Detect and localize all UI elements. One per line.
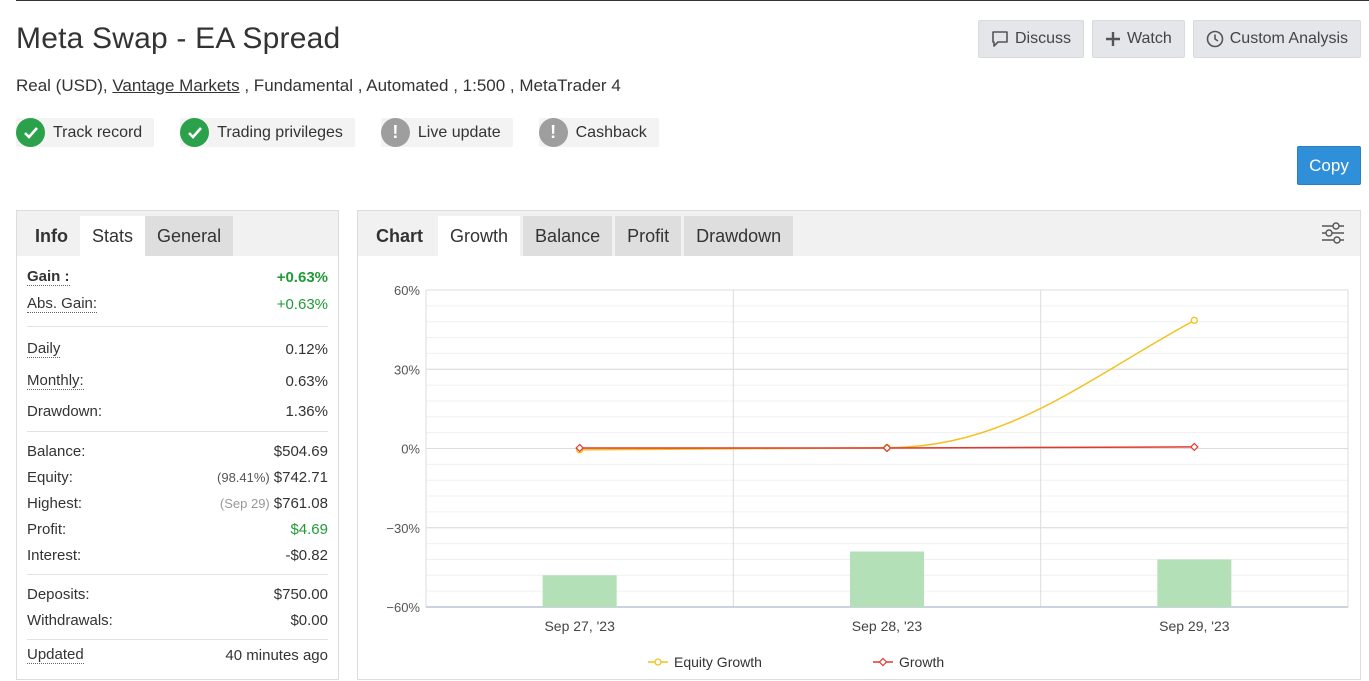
updated-value: 40 minutes ago (225, 646, 328, 664)
highest-date: (Sep 29) (219, 495, 270, 511)
drawdown-value: 1.36% (285, 402, 328, 420)
account-type: Real (USD), (16, 76, 108, 95)
equity-growth-line (579, 319, 1195, 451)
growth-point (1189, 442, 1199, 452)
monthly-value: 0.63% (285, 372, 328, 390)
stats-list: Gain : +0.63% Abs. Gain: +0.63% Daily 0.… (17, 256, 338, 670)
copy-button[interactable]: Copy (1297, 146, 1361, 185)
badge-cashback: ! Cashback (538, 118, 659, 147)
exclamation-icon: ! (538, 118, 568, 147)
y-tick-label: 0% (401, 442, 420, 457)
watch-button[interactable]: Watch (1091, 20, 1185, 58)
gain-label[interactable]: Gain : (27, 268, 70, 286)
top-actions: Discuss Watch Custom Analysis (977, 20, 1361, 58)
verification-badges: Track record Trading privileges ! Live u… (16, 118, 659, 147)
page-title: Meta Swap - EA Spread (16, 22, 341, 55)
legend-label: Equity Growth (674, 654, 762, 670)
interest-value: -$0.82 (285, 546, 328, 564)
custom-analysis-button[interactable]: Custom Analysis (1192, 20, 1361, 58)
x-tick-label: Sep 28, '23 (852, 618, 923, 634)
broker-link[interactable]: Vantage Markets (112, 76, 240, 95)
legend-marker (878, 657, 888, 667)
y-tick-label: −60% (386, 600, 420, 615)
discuss-button[interactable]: Discuss (977, 20, 1084, 58)
growth-chart: 60% 30% 0% −30% −60% Sep 27, '23 Sep 28, '23 Se… (386, 283, 1349, 670)
discuss-label: Discuss (1014, 30, 1071, 47)
badge-track-record: Track record (16, 118, 155, 147)
badge-label: Live update (417, 123, 501, 141)
tab-drawdown[interactable]: Drawdown (684, 216, 794, 256)
balance-value: $504.69 (273, 442, 328, 460)
x-tick-label: Sep 29, '23 (1159, 618, 1230, 634)
watch-label: Watch (1126, 30, 1172, 47)
equity-percent: (98.41%) (217, 469, 270, 485)
chart-panel: Chart Growth Balance Profit Drawdown 60%… (357, 210, 1361, 680)
badge-label: Trading privileges (217, 123, 343, 141)
withdrawals-value: $0.00 (290, 611, 328, 629)
custom-analysis-label: Custom Analysis (1229, 30, 1348, 47)
monthly-label[interactable]: Monthly: (27, 372, 84, 390)
comment-icon (992, 31, 1008, 47)
account-meta: , Fundamental , Automated , 1:500 , Meta… (244, 76, 621, 95)
info-panel: Info Stats General Gain : +0.63% Abs. Ga… (16, 210, 339, 680)
tab-growth[interactable]: Growth (438, 216, 521, 256)
updated-label: Updated (27, 646, 84, 664)
y-tick-label: −30% (386, 521, 420, 536)
x-tick-label: Sep 27, '23 (544, 618, 615, 634)
check-icon (16, 118, 45, 147)
badge-live-update: ! Live update (380, 118, 513, 147)
deposits-value: $750.00 (273, 585, 328, 603)
info-title: Info (35, 225, 68, 246)
highest-label: Highest: (27, 494, 83, 512)
tab-balance[interactable]: Balance (523, 216, 613, 256)
abs-gain-value: +0.63% (276, 295, 328, 313)
y-tick-label: 60% (394, 283, 420, 298)
badge-label: Cashback (575, 123, 647, 141)
profit-bar (1157, 559, 1232, 607)
profit-value: $4.69 (290, 520, 328, 538)
deposits-label: Deposits: (27, 585, 90, 603)
plus-icon (1105, 32, 1120, 46)
legend-label: Growth (899, 654, 944, 670)
daily-label[interactable]: Daily (27, 340, 61, 358)
top-border (16, 0, 1369, 1)
check-icon (180, 118, 210, 147)
growth-point (575, 443, 585, 453)
growth-point (882, 443, 892, 453)
exclamation-icon: ! (380, 118, 410, 147)
tab-profit[interactable]: Profit (615, 216, 682, 256)
chart-title: Chart (376, 225, 424, 246)
equity-value: $742.71 (273, 468, 328, 486)
daily-value: 0.12% (285, 340, 328, 358)
gain-value: +0.63% (276, 268, 328, 286)
legend-marker (654, 658, 662, 666)
badge-label: Track record (53, 123, 143, 141)
profit-bar (850, 551, 924, 607)
chart-tabs: Chart Growth Balance Profit Drawdown (358, 211, 1360, 256)
abs-gain-label[interactable]: Abs. Gain: (27, 295, 98, 313)
equity-growth-point (1190, 316, 1198, 325)
profit-label: Profit: (27, 520, 67, 538)
y-tick-label: 30% (394, 362, 420, 377)
balance-label: Balance: (27, 442, 86, 460)
withdrawals-label: Withdrawals: (27, 611, 113, 629)
tab-general[interactable]: General (145, 216, 234, 256)
profit-bar (542, 575, 617, 607)
account-details: Real (USD), Vantage Markets , Fundamenta… (16, 76, 621, 96)
interest-label: Interest: (27, 546, 82, 564)
badge-trading-privileges: Trading privileges (180, 118, 355, 147)
info-tabs: Info Stats General (17, 211, 338, 256)
clock-icon (1206, 30, 1224, 48)
chart-settings-icon[interactable] (1320, 220, 1346, 251)
tab-stats[interactable]: Stats (80, 216, 146, 256)
equity-label: Equity: (27, 468, 73, 486)
highest-value: $761.08 (273, 494, 328, 512)
drawdown-label: Drawdown: (27, 402, 103, 420)
